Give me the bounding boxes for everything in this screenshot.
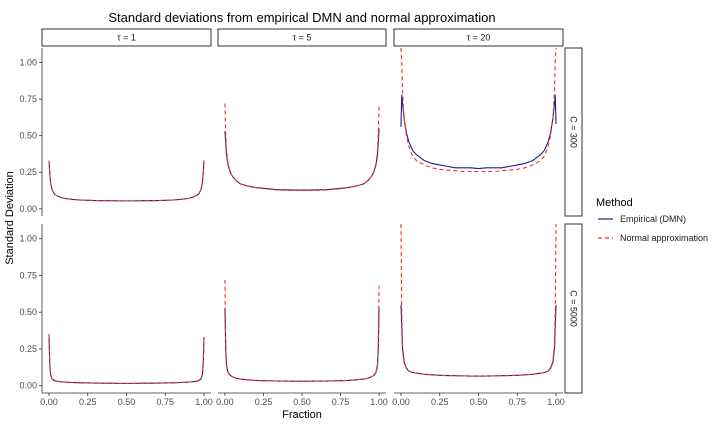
normal-approximation-line-1-2: [224, 103, 380, 192]
x-axis-title: Fraction: [282, 409, 322, 421]
y-tick-label: 0.50: [19, 307, 37, 317]
x-tick-label: 0.25: [431, 397, 449, 407]
legend-label-2: Normal approximation: [620, 233, 708, 243]
x-tick-label: 0.50: [118, 397, 136, 407]
y-tick-label: 0.75: [19, 94, 37, 104]
normal-approximation-line-1-3: [400, 48, 557, 173]
normal-approximation-line-1-1: [48, 160, 205, 202]
chart-title: Standard deviations from empirical DMN a…: [108, 10, 495, 25]
y-tick-label: 0.00: [19, 204, 37, 214]
empirical-dmn-line-2-2: [224, 307, 380, 382]
panel-1-1: [48, 160, 205, 202]
x-tick-label: 1.00: [195, 397, 213, 407]
facet-strip-col-3: [393, 28, 564, 47]
y-tick-label: 0.50: [19, 131, 37, 141]
y-tick-label: 1.00: [19, 58, 37, 68]
normal-approximation-line-2-1: [48, 334, 205, 384]
x-tick-label: 0.00: [216, 397, 234, 407]
empirical-dmn-line-2-1: [48, 334, 205, 384]
legend-label-1: Empirical (DMN): [620, 214, 686, 224]
facet-strip-row-2: [564, 223, 583, 394]
panel-1-2: [224, 103, 380, 192]
x-tick-label: 1.00: [370, 397, 388, 407]
facet-label-col-2: τ = 5: [293, 33, 312, 43]
legend: Method Empirical (DMN) Normal approximati…: [596, 197, 708, 243]
x-tick-label: 0.25: [255, 397, 273, 407]
facet-strip-row-1: [564, 47, 583, 217]
facet-label-col-1: τ = 1: [117, 33, 136, 43]
empirical-dmn-line-1-3: [400, 94, 557, 170]
x-tick-label: 0.75: [508, 397, 526, 407]
legend-title: Method: [596, 197, 633, 209]
x-tick-label: 0.50: [470, 397, 488, 407]
y-axis-title: Standard Deviation: [4, 171, 16, 265]
facet-strip-col-2: [217, 28, 387, 47]
facet-label-row-1: C = 300: [569, 116, 579, 148]
x-tick-label: 0.75: [332, 397, 350, 407]
facet-label-row-2: C = 5000: [569, 290, 579, 327]
panel-2-2: [224, 279, 380, 382]
facet-strip-col-1: [41, 28, 212, 47]
panel-2-3: [400, 224, 557, 377]
y-tick-label: 0.25: [19, 167, 37, 177]
x-tick-label: 0.00: [40, 397, 58, 407]
panel-1-3: [400, 48, 557, 173]
x-tick-label: 0.00: [392, 397, 410, 407]
x-tick-label: 0.25: [79, 397, 97, 407]
x-tick-label: 1.00: [547, 397, 565, 407]
y-tick-label: 1.00: [19, 234, 37, 244]
x-tick-label: 0.75: [156, 397, 174, 407]
empirical-dmn-line-1-1: [48, 160, 205, 202]
empirical-dmn-line-1-2: [224, 128, 380, 191]
empirical-dmn-line-2-3: [400, 304, 557, 377]
panel-2-1: [48, 334, 205, 384]
normal-approximation-line-2-2: [224, 279, 380, 382]
y-tick-label: 0.25: [19, 344, 37, 354]
facet-label-col-3: τ = 20: [467, 33, 491, 43]
y-tick-label: 0.00: [19, 381, 37, 391]
normal-approximation-line-2-3: [400, 224, 557, 377]
y-tick-label: 0.75: [19, 270, 37, 280]
x-tick-label: 0.50: [293, 397, 311, 407]
